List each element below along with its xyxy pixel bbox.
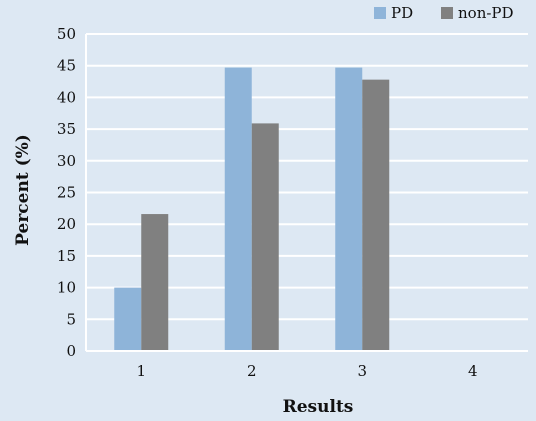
y-tick-label: 35 bbox=[57, 120, 76, 138]
bars bbox=[114, 67, 390, 352]
x-tick-label: 1 bbox=[136, 362, 146, 380]
y-tick-label: 25 bbox=[57, 184, 76, 202]
y-axis-title: Percent (%) bbox=[13, 134, 33, 246]
bar-pd-3 bbox=[335, 67, 363, 352]
bar-pd-2 bbox=[224, 67, 252, 352]
y-tick-label: 10 bbox=[57, 279, 76, 297]
bar-non-pd-3 bbox=[362, 79, 390, 351]
bar-pd-1 bbox=[114, 287, 142, 351]
x-axis-title: Results bbox=[283, 397, 354, 417]
x-tick-label: 2 bbox=[247, 362, 257, 380]
y-tick-label: 0 bbox=[66, 342, 76, 360]
y-tick-label: 50 bbox=[57, 25, 76, 43]
y-tick-label: 20 bbox=[57, 215, 76, 233]
y-tick-label: 45 bbox=[57, 57, 76, 75]
x-tick-label: 4 bbox=[468, 362, 478, 380]
bar-non-pd-1 bbox=[141, 214, 169, 351]
legend-swatch-pd bbox=[374, 7, 386, 19]
legend-swatch-non-pd bbox=[441, 7, 453, 19]
axes: 0 5 10 15 20 25 30 35 40 45 50 1 2 3 4 bbox=[57, 25, 528, 380]
y-tick-label: 5 bbox=[66, 310, 76, 328]
legend-label-non-pd: non-PD bbox=[458, 4, 514, 22]
y-tick-label: 40 bbox=[57, 88, 76, 106]
bar-non-pd-2 bbox=[251, 123, 279, 351]
y-tick-label: 30 bbox=[57, 152, 76, 170]
legend-label-pd: PD bbox=[391, 4, 413, 22]
x-tick-label: 3 bbox=[357, 362, 367, 380]
y-tick-label: 15 bbox=[57, 247, 76, 265]
legend: PD non-PD bbox=[374, 4, 514, 22]
